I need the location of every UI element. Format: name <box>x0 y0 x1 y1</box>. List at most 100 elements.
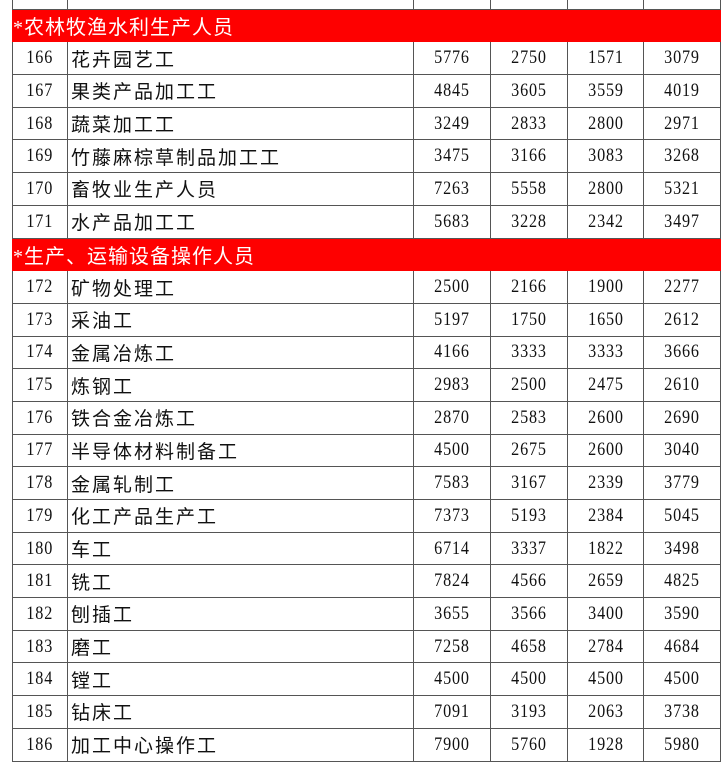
wage-value: 5683 <box>413 204 491 239</box>
row-number-text: 173 <box>26 308 54 330</box>
wage-value: 2384 <box>567 499 644 533</box>
table-row: 180 车工 6714 3337 1822 3498 <box>12 531 721 566</box>
row-number: 178 <box>12 466 68 500</box>
occupation-name-text: 铣工 <box>71 572 114 594</box>
wage-value: 3400 <box>567 597 644 631</box>
row-number-text: 166 <box>26 47 54 69</box>
occupation-name: 磨工 <box>67 629 414 664</box>
wage-value: 2612 <box>643 302 721 337</box>
wage-value: 4500 <box>643 662 721 697</box>
row-number-text: 186 <box>26 733 54 755</box>
wage-value-text: 1650 <box>587 308 624 330</box>
wage-value: 2166 <box>490 270 568 304</box>
wage-value: 5980 <box>643 727 721 762</box>
wage-value: 3605 <box>490 74 568 108</box>
wage-value-text: 2063 <box>587 700 624 722</box>
wage-value-text: 3738 <box>664 700 700 722</box>
wage-value-text: 3167 <box>511 472 547 494</box>
wage-value: 2610 <box>643 368 721 402</box>
wage-value: 2833 <box>490 106 568 141</box>
section-title: *生产、运输设备操作人员 <box>12 237 721 272</box>
wage-value-text: 1900 <box>587 276 624 298</box>
occupation-name-text: 畜牧业生产人员 <box>71 180 219 202</box>
row-number: 184 <box>12 662 68 697</box>
occupation-name-text: 车工 <box>71 540 114 562</box>
occupation-name: 水产品加工工 <box>67 204 414 239</box>
row-number-text: 170 <box>26 177 54 199</box>
wage-value-text: 2342 <box>587 210 624 232</box>
wage-value-text: 5776 <box>434 47 470 69</box>
wage-value: 4658 <box>490 629 568 664</box>
wage-value: 7583 <box>413 466 491 500</box>
occupation-name: 铁合金冶炼工 <box>67 400 414 435</box>
wage-value-text: 3605 <box>511 79 547 101</box>
wage-value-text: 3655 <box>434 602 470 624</box>
wage-value: 4019 <box>643 74 721 108</box>
row-number: 182 <box>12 597 68 631</box>
wage-value: 2750 <box>490 41 568 76</box>
wage-value: 3498 <box>643 531 721 566</box>
wage-value: 2800 <box>567 106 644 141</box>
wage-value-text: 3040 <box>664 439 700 461</box>
wage-value-text: 3166 <box>511 145 547 167</box>
wage-value: 1571 <box>567 41 644 76</box>
wage-value-text: 4500 <box>434 668 470 690</box>
occupation-name: 果类产品加工工 <box>67 74 414 108</box>
wage-value-text: 1750 <box>511 308 547 330</box>
wage-value: 3268 <box>643 139 721 174</box>
occupation-name-text: 果类产品加工工 <box>71 82 219 104</box>
wage-value-text: 3083 <box>587 145 624 167</box>
row-number: 177 <box>12 433 68 468</box>
wage-value-text: 2166 <box>511 276 547 298</box>
occupation-name: 金属轧制工 <box>67 466 414 500</box>
wage-value: 3333 <box>490 335 568 370</box>
table-row: 182 刨插工 3655 3566 3400 3590 <box>12 597 721 631</box>
wage-value: 3497 <box>643 204 721 239</box>
wage-value-text: 4500 <box>664 668 700 690</box>
wage-value-text: 3228 <box>511 210 547 232</box>
occupation-name: 炼钢工 <box>67 368 414 402</box>
row-number: 180 <box>12 531 68 566</box>
wage-value: 4500 <box>490 662 568 697</box>
table-row: 185 钻床工 7091 3193 2063 3738 <box>12 695 721 729</box>
wage-value-text: 2339 <box>587 472 624 494</box>
section-header: *农林牧渔水利生产人员 <box>12 8 721 43</box>
row-number: 176 <box>12 400 68 435</box>
wage-value-text: 3268 <box>664 145 700 167</box>
wage-value: 2675 <box>490 433 568 468</box>
row-number: 168 <box>12 106 68 141</box>
wage-value: 2870 <box>413 400 491 435</box>
occupation-name-text: 加工中心操作工 <box>71 736 219 758</box>
occupation-name: 刨插工 <box>67 597 414 631</box>
wage-value-text: 3498 <box>664 537 700 559</box>
wage-value: 2784 <box>567 629 644 664</box>
wage-value-text: 2600 <box>587 439 624 461</box>
wage-value: 5197 <box>413 302 491 337</box>
wage-value: 7258 <box>413 629 491 664</box>
occupation-name-text: 采油工 <box>71 311 135 333</box>
wage-value-text: 5980 <box>664 733 700 755</box>
occupation-name: 花卉园艺工 <box>67 41 414 76</box>
wage-value: 2971 <box>643 106 721 141</box>
wage-value-text: 6714 <box>434 537 470 559</box>
occupation-name-text: 半导体材料制备工 <box>71 441 240 463</box>
row-number-text: 176 <box>26 406 54 428</box>
wage-value-text: 5683 <box>434 210 470 232</box>
wage-value-text: 2784 <box>587 635 624 657</box>
wage-value-text: 4845 <box>434 79 470 101</box>
table-row: 184 镗工 4500 4500 4500 4500 <box>12 662 721 697</box>
occupation-name: 钻床工 <box>67 695 414 729</box>
wage-value: 5193 <box>490 499 568 533</box>
wage-value: 2983 <box>413 368 491 402</box>
occupation-name: 铣工 <box>67 564 414 599</box>
wage-value: 2600 <box>567 433 644 468</box>
row-number-text: 178 <box>26 472 54 494</box>
row-number: 186 <box>12 727 68 762</box>
wage-value: 4684 <box>643 629 721 664</box>
row-number: 181 <box>12 564 68 599</box>
wage-value: 2600 <box>567 400 644 435</box>
wage-value-text: 5193 <box>511 504 547 526</box>
wage-value: 4500 <box>567 662 644 697</box>
row-number-text: 180 <box>26 537 54 559</box>
wage-value-text: 1928 <box>587 733 624 755</box>
